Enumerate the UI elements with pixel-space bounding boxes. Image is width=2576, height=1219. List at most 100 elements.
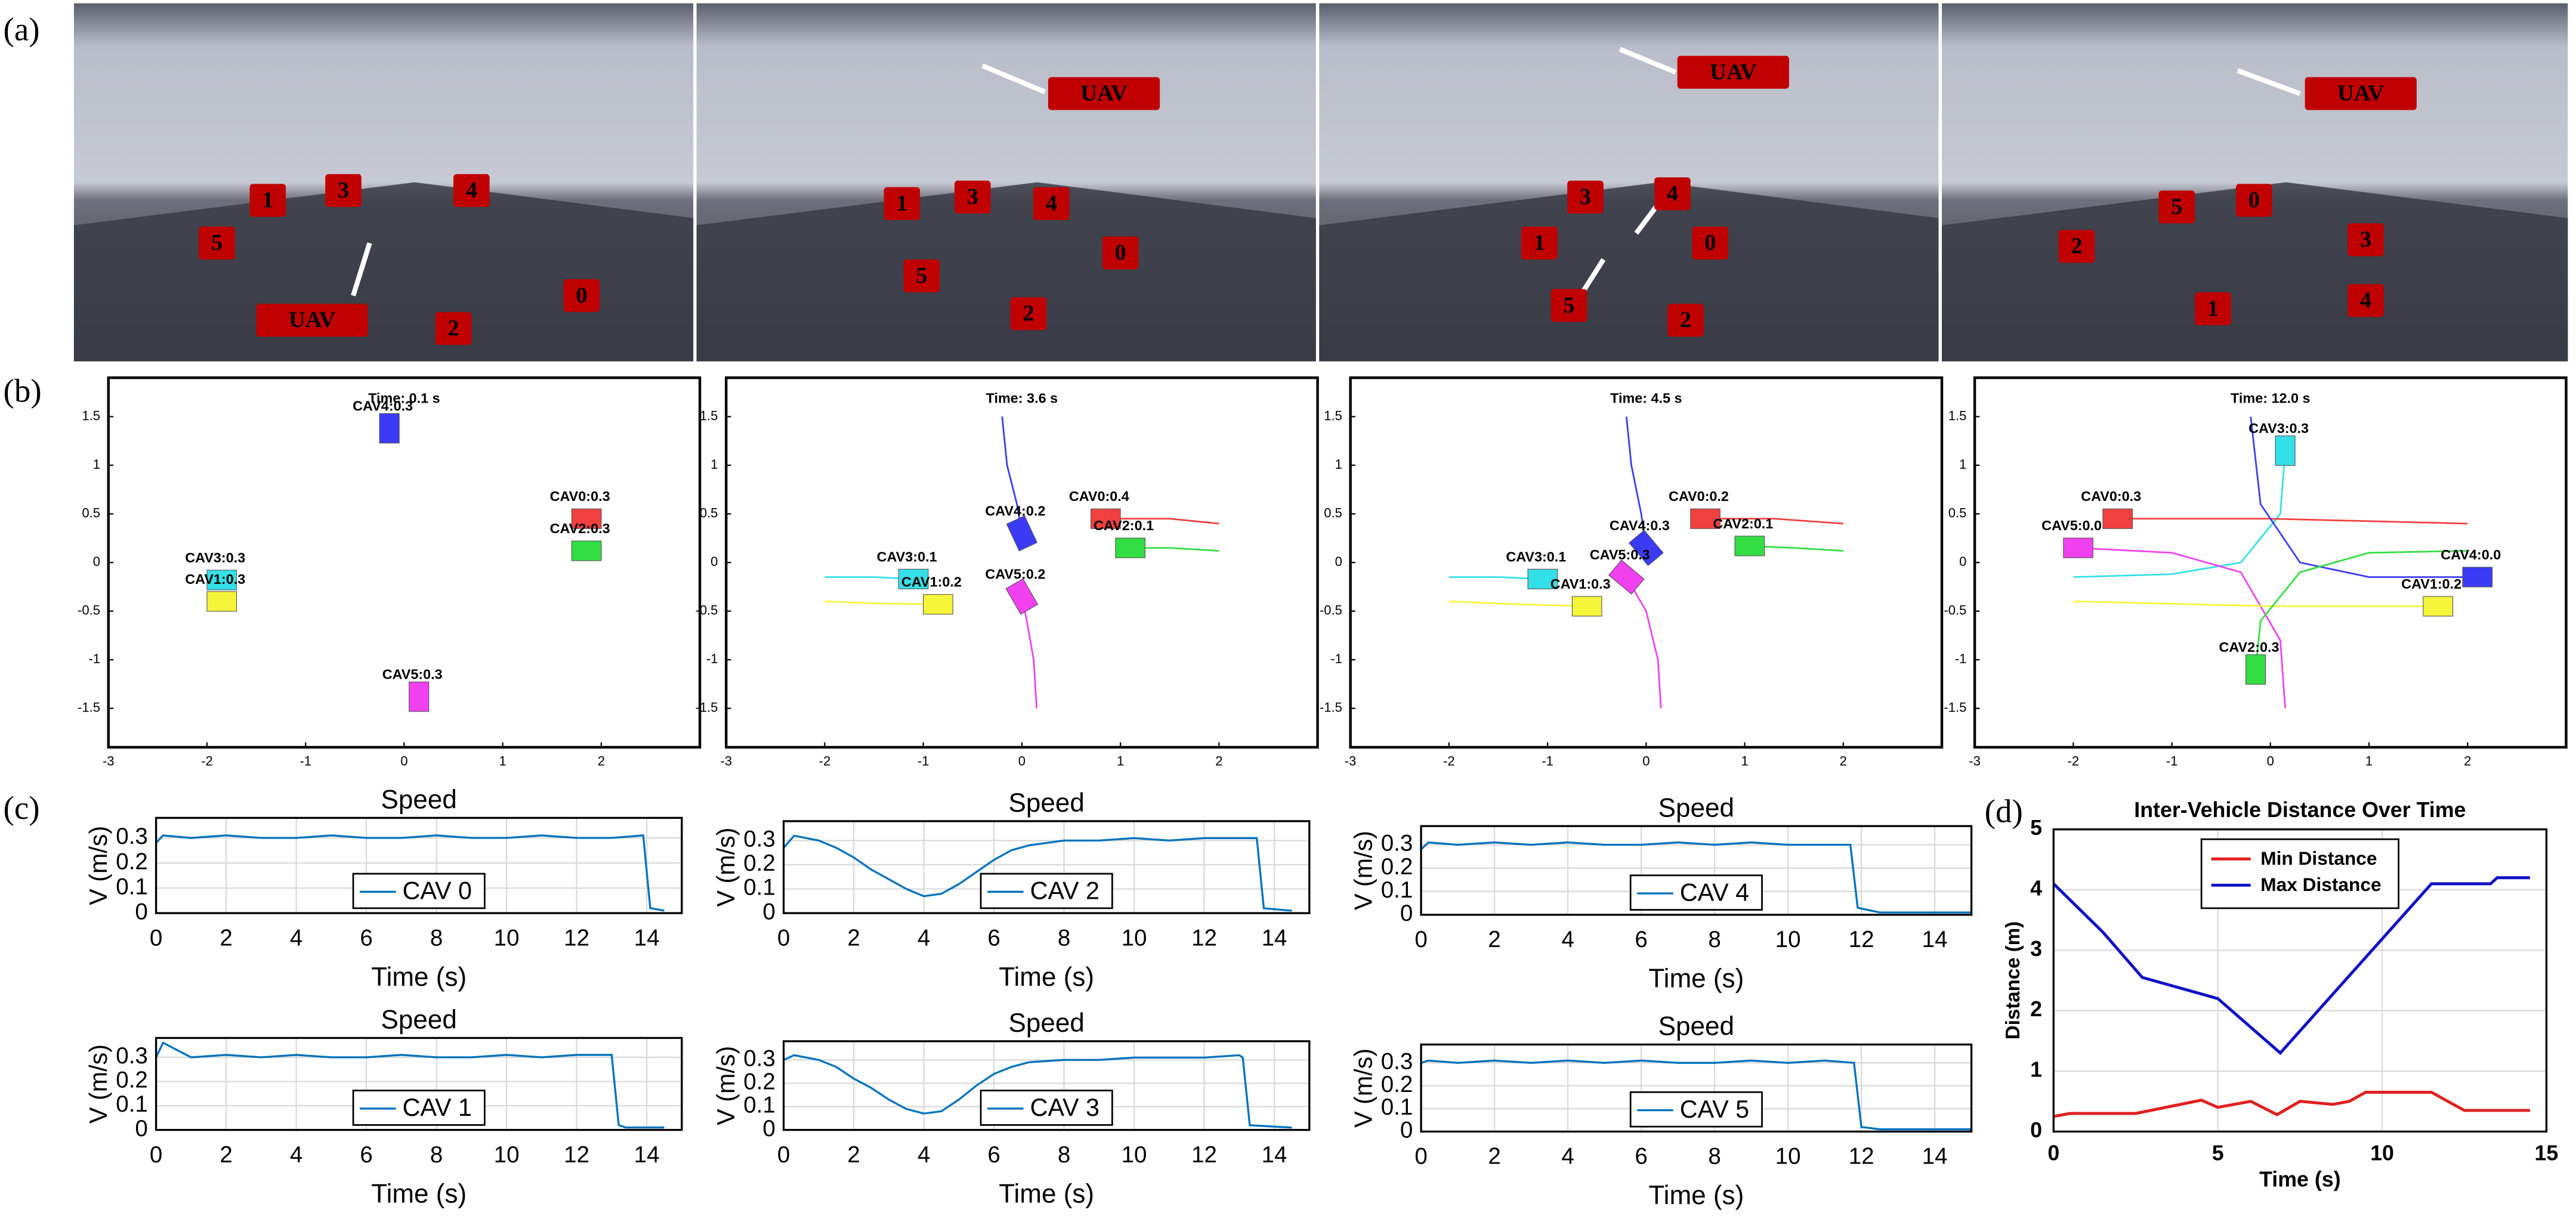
photo-label: 2 bbox=[1023, 301, 1034, 326]
y-axis-label: V (m/s) bbox=[1349, 831, 1377, 910]
photo-label: 0 bbox=[1704, 230, 1716, 255]
plot-frame bbox=[107, 376, 702, 749]
photo-label-box bbox=[884, 187, 921, 221]
plot-area bbox=[726, 378, 1318, 747]
x-tick-label: 6 bbox=[360, 925, 372, 951]
vehicle-label: CAV3:0.3 bbox=[185, 550, 245, 565]
x-tick-label: -1 bbox=[918, 754, 929, 769]
y-tick-label: -1 bbox=[1955, 651, 1967, 666]
photo-label: 4 bbox=[2360, 288, 2371, 313]
y-axis-label: V (m/s) bbox=[712, 827, 740, 906]
vehicle bbox=[923, 594, 953, 615]
y-tick-label: 0 bbox=[135, 1116, 147, 1141]
photo-label-box bbox=[2058, 230, 2095, 263]
y-tick-label: 0.2 bbox=[743, 1069, 776, 1095]
photo-label: 1 bbox=[262, 188, 273, 213]
line bbox=[1420, 1059, 1972, 1131]
y-tick-label: 1 bbox=[93, 457, 100, 472]
y-tick-label: 1 bbox=[1959, 457, 1966, 472]
trajectory bbox=[1105, 518, 1219, 525]
x-tick-label: -1 bbox=[1542, 754, 1553, 769]
y-tick-label: -1.5 bbox=[78, 700, 100, 715]
photo-label: 5 bbox=[2171, 194, 2182, 219]
vehicle-label: CAV5:0.3 bbox=[1590, 547, 1650, 562]
x-tick-label: 2 bbox=[1488, 1144, 1500, 1170]
y-tick-label: 0.1 bbox=[1381, 877, 1413, 903]
y-tick-label: 0.3 bbox=[1381, 1048, 1413, 1074]
photo-label-box bbox=[1654, 177, 1691, 211]
vehicle-label: CAV2:0.3 bbox=[550, 521, 610, 536]
vehicle-label: CAV2:0.3 bbox=[2219, 639, 2280, 655]
photo-label: 4 bbox=[1667, 181, 1678, 206]
photo-label-box bbox=[435, 312, 472, 345]
legend-box bbox=[2200, 838, 2399, 909]
x-tick-label: 2 bbox=[847, 1142, 860, 1168]
y-tick-label: 0.1 bbox=[743, 1093, 776, 1118]
x-tick-label: 2 bbox=[220, 925, 232, 951]
x-tick-label: 4 bbox=[918, 1142, 930, 1168]
vehicle bbox=[2275, 435, 2296, 466]
x-tick-label: -2 bbox=[2068, 754, 2080, 769]
vehicle-label: CAV4:0.3 bbox=[353, 398, 413, 414]
x-tick-label: 5 bbox=[2212, 1141, 2224, 1165]
y-tick-label: 0.5 bbox=[700, 505, 718, 520]
chart-title: Time: 12.0 s bbox=[2231, 390, 2311, 406]
plot-frame bbox=[782, 1040, 1311, 1131]
trajectory bbox=[1626, 576, 1662, 708]
chart-title: Time: 4.5 s bbox=[1610, 390, 1682, 406]
line bbox=[1420, 841, 1972, 914]
photo-label: 4 bbox=[1046, 191, 1057, 216]
y-tick-label: 0 bbox=[711, 554, 718, 569]
arrow bbox=[351, 242, 372, 296]
y-tick-label: 5 bbox=[2030, 816, 2042, 840]
photo-label-box bbox=[2195, 292, 2231, 326]
trajectory bbox=[2078, 547, 2286, 708]
y-tick-label: 2 bbox=[2030, 997, 2042, 1021]
vehicle-label: CAV0:0.4 bbox=[1069, 488, 1129, 504]
photo-label: 1 bbox=[2207, 296, 2219, 321]
photo-label: 5 bbox=[916, 263, 927, 288]
x-tick-label: 0 bbox=[400, 754, 407, 769]
photo-label-box bbox=[2348, 284, 2384, 317]
x-tick-label: 10 bbox=[494, 925, 520, 951]
y-tick-label: 0 bbox=[1335, 554, 1342, 569]
vehicle bbox=[1571, 596, 1602, 617]
chart-title: Time: 0.1 s bbox=[368, 390, 440, 406]
photo-label: UAV bbox=[1710, 60, 1757, 85]
x-tick-label: -3 bbox=[1345, 754, 1357, 769]
x-tick-label: 1 bbox=[1117, 754, 1124, 769]
photo-label-box bbox=[1102, 236, 1139, 270]
vehicle bbox=[2423, 596, 2454, 617]
photo-label: 0 bbox=[576, 283, 587, 308]
vehicle-label: CAV3:0.3 bbox=[2248, 420, 2309, 436]
y-tick-label: 1 bbox=[2030, 1057, 2042, 1081]
vehicle bbox=[2102, 508, 2133, 529]
x-tick-label: 8 bbox=[430, 925, 443, 951]
legend-box bbox=[352, 873, 486, 909]
vehicle bbox=[1690, 508, 1721, 529]
photo-label: 3 bbox=[967, 184, 978, 209]
legend-label: CAV 5 bbox=[1680, 1096, 1749, 1123]
x-tick-label: 15 bbox=[2535, 1141, 2559, 1165]
x-tick-label: 2 bbox=[220, 1142, 232, 1168]
arrow bbox=[2237, 68, 2301, 96]
chart-title: Time: 3.6 s bbox=[986, 390, 1058, 406]
panel-label: (a) bbox=[4, 11, 40, 48]
photo-label: 0 bbox=[2248, 188, 2260, 213]
y-tick-label: 0 bbox=[1400, 1118, 1413, 1143]
x-tick-label: 6 bbox=[1635, 1144, 1647, 1170]
x-tick-label: -1 bbox=[2166, 754, 2178, 769]
vehicle-label: CAV3:0.1 bbox=[1506, 549, 1566, 564]
x-tick-label: 12 bbox=[564, 1142, 589, 1168]
x-axis-label: Time (s) bbox=[999, 1179, 1094, 1208]
x-tick-label: 8 bbox=[1058, 925, 1070, 951]
x-tick-label: 8 bbox=[430, 1142, 443, 1168]
y-tick-label: 0.2 bbox=[1381, 1072, 1413, 1097]
x-tick-label: 0 bbox=[2267, 754, 2274, 769]
x-tick-label: 14 bbox=[1262, 925, 1287, 951]
photo-label: 3 bbox=[1580, 184, 1591, 209]
y-tick-label: -0.5 bbox=[695, 603, 718, 618]
photo-label-box bbox=[1033, 187, 1070, 221]
